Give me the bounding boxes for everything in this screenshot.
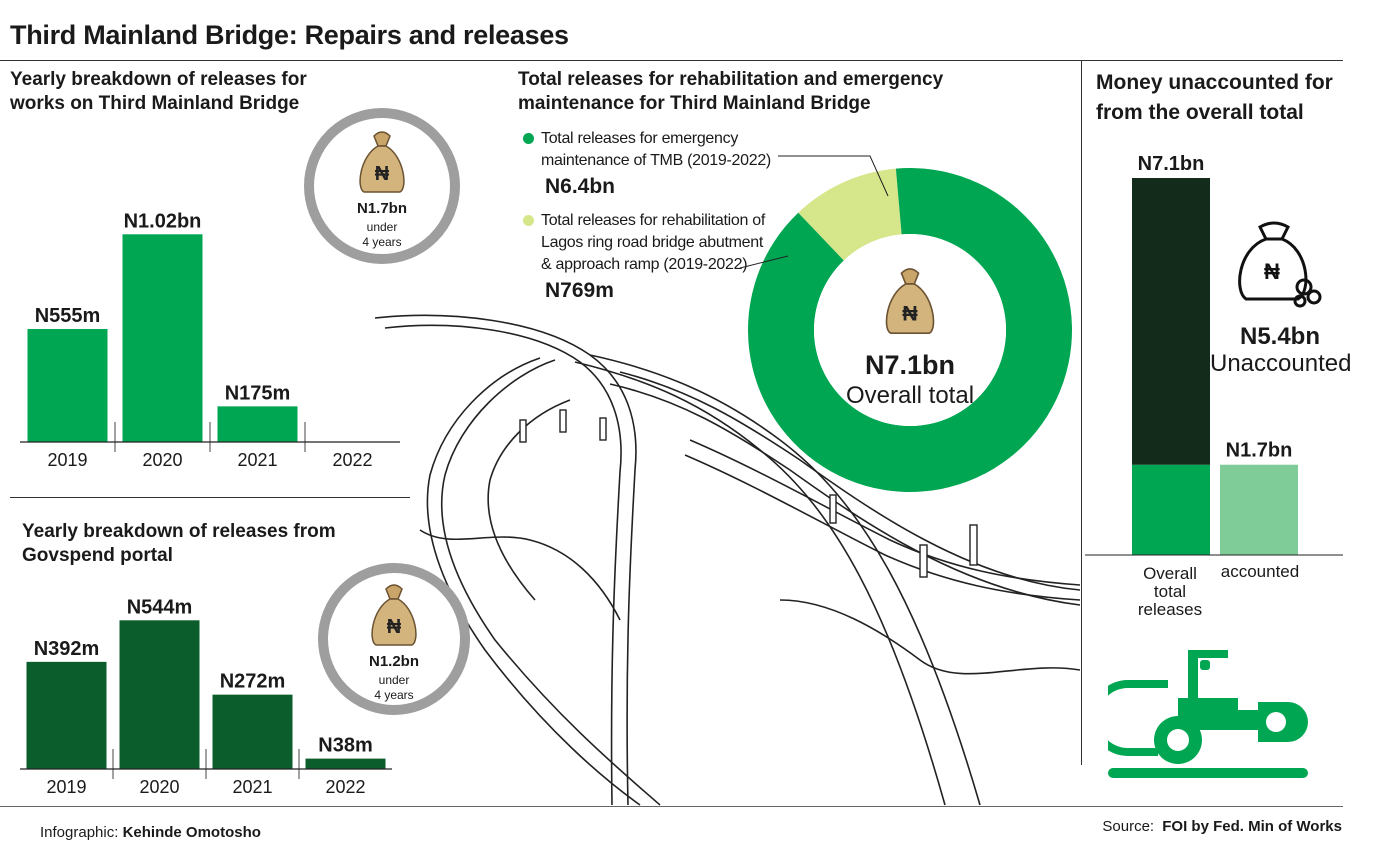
unaccounted-label: Unaccounted xyxy=(1210,350,1352,377)
credit-name: Kehinde Omotosho xyxy=(122,824,261,841)
bar-value-label-2020: N544m xyxy=(127,596,193,618)
legend-rehab-value: N769m xyxy=(545,279,614,302)
bar-total-unaccounted-segment xyxy=(1132,178,1210,465)
xlabel-total-line2: total xyxy=(1153,582,1187,601)
bar-value-label-2020: N1.02bn xyxy=(124,210,202,232)
leader-line-rehabilitation xyxy=(740,255,789,269)
donut-slice-rehabilitation xyxy=(798,168,902,261)
govspend-panel-title: Yearly breakdown of releases from Govspe… xyxy=(22,520,336,568)
bar-value-label-2021: N175m xyxy=(225,382,291,404)
govspend-badge-amount: N1.2bn xyxy=(368,653,419,670)
bar-2020 xyxy=(119,620,200,769)
legend-emergency-line1: Total releases for emergency xyxy=(541,130,739,147)
bar-2020 xyxy=(122,234,203,442)
source: Source: FOI by Fed. Min of Works xyxy=(1102,818,1342,835)
naira-money-bag-icon: ₦ xyxy=(885,268,935,335)
unaccounted-title-line2: from the overall total xyxy=(1096,101,1304,124)
bar-value-label-2022: N38m xyxy=(318,735,372,757)
bridge-illustration xyxy=(374,314,1081,806)
credit-prefix: Infographic: xyxy=(40,824,119,841)
govspend-title-line2: Govspend portal xyxy=(22,545,173,566)
svg-text:₦: ₦ xyxy=(1264,259,1280,284)
bar-2021 xyxy=(217,406,298,442)
legend-rehab-line1: Total releases for rehabilitation of xyxy=(541,212,765,229)
x-tick-label-2021: 2021 xyxy=(237,450,277,470)
bar-value-label-2021: N272m xyxy=(220,671,286,693)
releases-badge-amount: N1.7bn xyxy=(356,200,407,217)
bar-value-label-2019: N392m xyxy=(34,638,100,660)
unaccounted-panel-title: Money unaccounted for from the overall t… xyxy=(1096,68,1333,128)
right-panel-divider xyxy=(1081,60,1082,765)
bar-value-label-accounted: N1.7bn xyxy=(1226,440,1293,462)
x-tick-label-2020: 2020 xyxy=(142,450,182,470)
svg-text:₦: ₦ xyxy=(387,616,402,638)
legend-swatch-rehabilitation xyxy=(523,215,534,226)
releases-panel-title: Yearly breakdown of releases for works o… xyxy=(10,68,307,116)
bar-2019 xyxy=(26,661,107,769)
naira-money-bag-icon: ₦ xyxy=(359,131,405,193)
legend-emergency-line2: maintenance of TMB (2019-2022) xyxy=(541,152,771,169)
unaccounted-title-line1: Money unaccounted for xyxy=(1096,71,1333,94)
legend-item-rehabilitation: Total releases for rehabilitation of Lag… xyxy=(523,210,793,303)
unaccounted-xlabel-accounted: accounted xyxy=(1220,562,1300,581)
svg-text:₦: ₦ xyxy=(375,163,390,185)
govspend-total-badge: ₦ N1.2bn under 4 years xyxy=(318,563,470,715)
bottom-rule xyxy=(0,806,1343,807)
releases-bar-chart: N555m 2019 N1.02bn 2020 N175m 2021 2022 xyxy=(20,210,400,470)
x-tick-label-2019: 2019 xyxy=(47,450,87,470)
releases-badge-period: 4 years xyxy=(362,235,402,249)
govspend-badge-period: 4 years xyxy=(374,688,414,702)
govspend-bar-chart: N392m 2019 N544m 2020 N272m 2021 N38m 2022 xyxy=(20,596,392,797)
unaccounted-bar-chart: N7.1bn N1.7bn xyxy=(1085,153,1343,556)
unaccounted-value: N5.4bn xyxy=(1239,323,1320,350)
legend-emergency-value: N6.4bn xyxy=(545,175,616,198)
govspend-title-line1: Yearly breakdown of releases from xyxy=(22,521,336,542)
x-tick-label-2022: 2022 xyxy=(325,777,365,797)
bar-total-accounted-segment xyxy=(1132,464,1210,555)
source-name: FOI by Fed. Min of Works xyxy=(1162,818,1342,835)
legend-swatch-emergency xyxy=(523,133,534,144)
x-tick-label-2021: 2021 xyxy=(232,777,272,797)
xlabel-total-line3: releases xyxy=(1137,600,1203,619)
releases-badge-under: under xyxy=(366,220,398,234)
legend-rehab-line2: Lagos ring road bridge abutment xyxy=(541,234,763,251)
govspend-badge-under: under xyxy=(378,673,410,687)
svg-text:₦: ₦ xyxy=(902,301,918,325)
xlabel-total-line1: Overall xyxy=(1143,564,1197,583)
total-title-line2: maintenance for Third Mainland Bridge xyxy=(518,93,871,114)
bar-2021 xyxy=(212,694,293,769)
bar-2022 xyxy=(305,758,386,769)
bar-value-label-2019: N555m xyxy=(35,305,101,327)
leader-line-emergency xyxy=(778,155,889,197)
page-title: Third Mainland Bridge: Repairs and relea… xyxy=(10,20,569,50)
total-donut-chart xyxy=(740,155,1072,492)
total-panel-title: Total releases for rehabilitation and em… xyxy=(518,68,943,116)
donut-center-value: N7.1bn xyxy=(864,350,956,380)
source-prefix: Source: xyxy=(1102,818,1155,835)
releases-total-badge: ₦ N1.7bn under 4 years xyxy=(304,108,460,264)
road-roller-icon xyxy=(1108,650,1308,778)
releases-title-line2: works on Third Mainland Bridge xyxy=(10,93,300,114)
x-tick-label-2022: 2022 xyxy=(332,450,372,470)
top-rule xyxy=(0,60,1343,61)
money-bag-coins-icon: ₦ xyxy=(1238,221,1322,308)
unaccounted-xlabel-total: Overall total releases xyxy=(1125,565,1215,619)
naira-money-bag-icon: ₦ xyxy=(371,584,417,646)
donut-center-label: Overall total xyxy=(845,382,975,409)
releases-title-line1: Yearly breakdown of releases for xyxy=(10,69,307,90)
bar-2019 xyxy=(27,328,108,442)
left-panel-divider xyxy=(10,497,410,498)
total-title-line1: Total releases for rehabilitation and em… xyxy=(518,69,944,90)
credit: Infographic: Kehinde Omotosho xyxy=(40,824,261,841)
legend-rehab-line3: & approach ramp (2019-2022) xyxy=(541,256,748,273)
bar-accounted xyxy=(1220,464,1298,555)
donut-slice-emergency xyxy=(748,168,1072,492)
x-tick-label-2020: 2020 xyxy=(139,777,179,797)
legend-item-emergency: Total releases for emergency maintenance… xyxy=(523,128,793,199)
bar-value-label-total: N7.1bn xyxy=(1138,153,1205,175)
x-tick-label-2019: 2019 xyxy=(46,777,86,797)
